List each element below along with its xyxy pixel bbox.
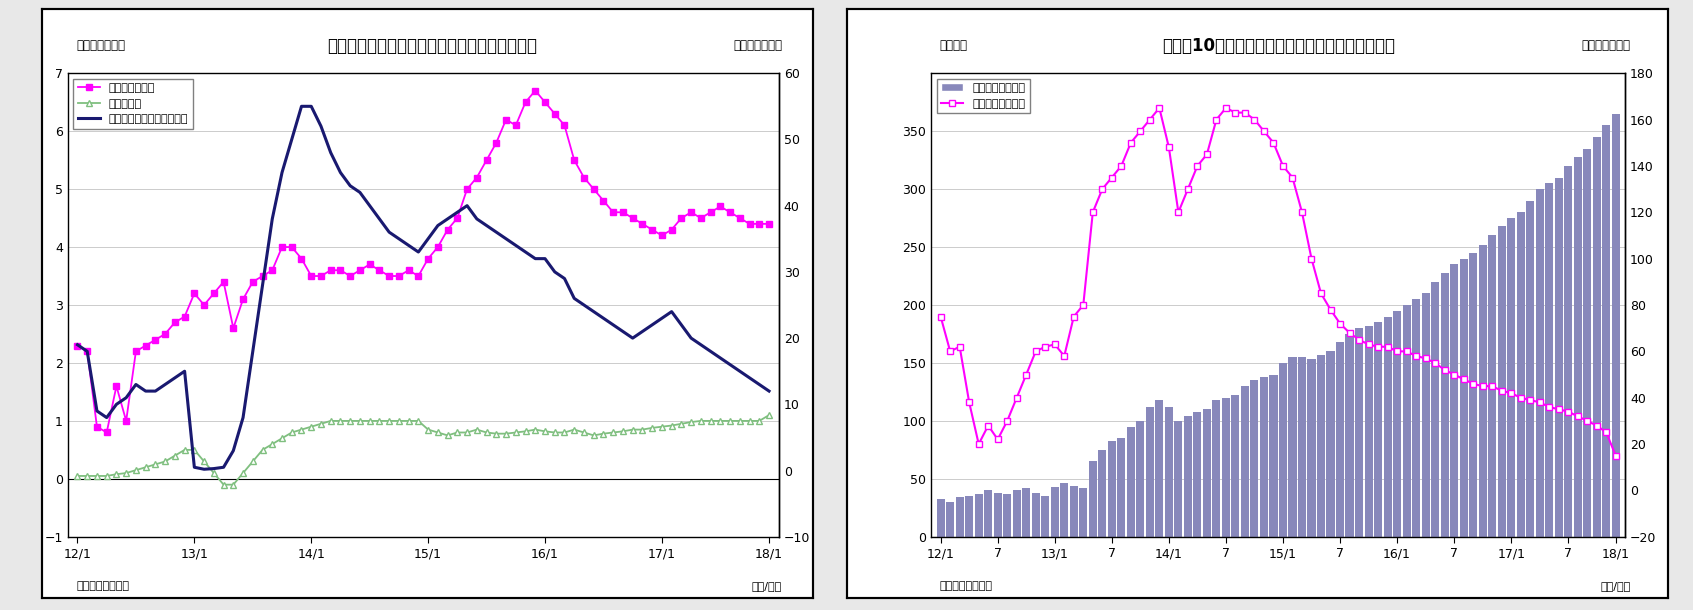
Bar bbox=[1278, 363, 1287, 537]
Bar bbox=[1431, 282, 1439, 537]
Bar bbox=[1546, 183, 1552, 537]
Bar bbox=[1564, 166, 1573, 537]
Text: （前年比、％）: （前年比、％） bbox=[76, 39, 125, 52]
Bar bbox=[1451, 265, 1458, 537]
Bar bbox=[1412, 299, 1420, 537]
Bar bbox=[1517, 212, 1525, 537]
Bar bbox=[1525, 201, 1534, 537]
Bar bbox=[1089, 461, 1097, 537]
Bar bbox=[1602, 126, 1610, 537]
Bar bbox=[1175, 421, 1182, 537]
Bar bbox=[1299, 357, 1305, 537]
Bar bbox=[1574, 157, 1581, 537]
Bar bbox=[1488, 235, 1497, 537]
Bar bbox=[1023, 488, 1031, 537]
Bar bbox=[1051, 487, 1058, 537]
Bar bbox=[1470, 253, 1478, 537]
Bar bbox=[1402, 305, 1410, 537]
Bar bbox=[1317, 355, 1326, 537]
Bar bbox=[1202, 409, 1210, 537]
Bar bbox=[1354, 328, 1363, 537]
Bar bbox=[1478, 245, 1486, 537]
Bar bbox=[1346, 334, 1354, 537]
Bar bbox=[1222, 398, 1229, 537]
Bar bbox=[1155, 400, 1163, 537]
Bar bbox=[1231, 395, 1239, 537]
Bar bbox=[1260, 377, 1268, 537]
Bar bbox=[1459, 259, 1468, 537]
Legend: 日銀券発行残高, 貨幣流通高, マネタリーベース（右軸）: 日銀券発行残高, 貨幣流通高, マネタリーベース（右軸） bbox=[73, 79, 193, 129]
Bar bbox=[946, 502, 955, 537]
Text: （資料）日本銀行: （資料）日本銀行 bbox=[940, 581, 992, 590]
Bar bbox=[1612, 113, 1620, 537]
Text: （年/月）: （年/月） bbox=[1600, 581, 1630, 590]
Bar bbox=[1146, 407, 1155, 537]
Legend: 日銀当座預金残高, 同伸び率（右軸）: 日銀当座預金残高, 同伸び率（右軸） bbox=[936, 79, 1029, 113]
Bar bbox=[1383, 317, 1392, 537]
Bar bbox=[994, 493, 1002, 537]
Bar bbox=[1012, 490, 1021, 537]
Bar bbox=[1593, 137, 1602, 537]
Bar bbox=[1536, 189, 1544, 537]
Bar bbox=[1031, 493, 1040, 537]
Bar bbox=[1307, 359, 1315, 537]
Bar bbox=[1375, 322, 1381, 537]
Text: （兆円）: （兆円） bbox=[940, 39, 968, 52]
Bar bbox=[1099, 450, 1106, 537]
Bar bbox=[1393, 311, 1402, 537]
Bar bbox=[1136, 421, 1144, 537]
Bar bbox=[1194, 412, 1202, 537]
Bar bbox=[936, 498, 945, 537]
Bar bbox=[1422, 293, 1429, 537]
Bar bbox=[1498, 226, 1505, 537]
Bar bbox=[984, 490, 992, 537]
Bar bbox=[1070, 486, 1078, 537]
Text: （図表10）　日銀当座預金残高（平残）と伸び率: （図表10） 日銀当座預金残高（平残）と伸び率 bbox=[1161, 37, 1395, 55]
Bar bbox=[1060, 484, 1068, 537]
Text: （資料）日本銀行: （資料）日本銀行 bbox=[76, 581, 129, 590]
Bar bbox=[1004, 494, 1011, 537]
Text: （前年比、％）: （前年比、％） bbox=[1581, 39, 1630, 52]
Bar bbox=[1336, 342, 1344, 537]
Bar bbox=[1583, 149, 1591, 537]
Bar bbox=[1041, 497, 1050, 537]
Bar bbox=[1270, 375, 1278, 537]
Bar bbox=[1554, 178, 1563, 537]
Bar bbox=[1212, 400, 1221, 537]
Bar bbox=[1107, 440, 1116, 537]
Text: （年/月）: （年/月） bbox=[752, 581, 782, 590]
Bar bbox=[1183, 416, 1192, 537]
Bar bbox=[1241, 386, 1249, 537]
Bar bbox=[1327, 351, 1334, 537]
Bar bbox=[955, 497, 963, 537]
Bar bbox=[1165, 407, 1173, 537]
Bar bbox=[1365, 326, 1373, 537]
Text: （前年比、％）: （前年比、％） bbox=[733, 39, 782, 52]
Bar bbox=[1128, 427, 1134, 537]
Bar bbox=[1078, 488, 1087, 537]
Bar bbox=[1251, 381, 1258, 537]
Bar bbox=[1288, 357, 1297, 537]
Bar bbox=[1441, 273, 1449, 537]
Bar bbox=[965, 497, 973, 537]
Bar bbox=[975, 494, 982, 537]
Bar bbox=[1507, 218, 1515, 537]
Text: （図表９）　マネタリーベース伸び率（平残）: （図表９） マネタリーベース伸び率（平残） bbox=[327, 37, 537, 55]
Bar bbox=[1117, 438, 1126, 537]
